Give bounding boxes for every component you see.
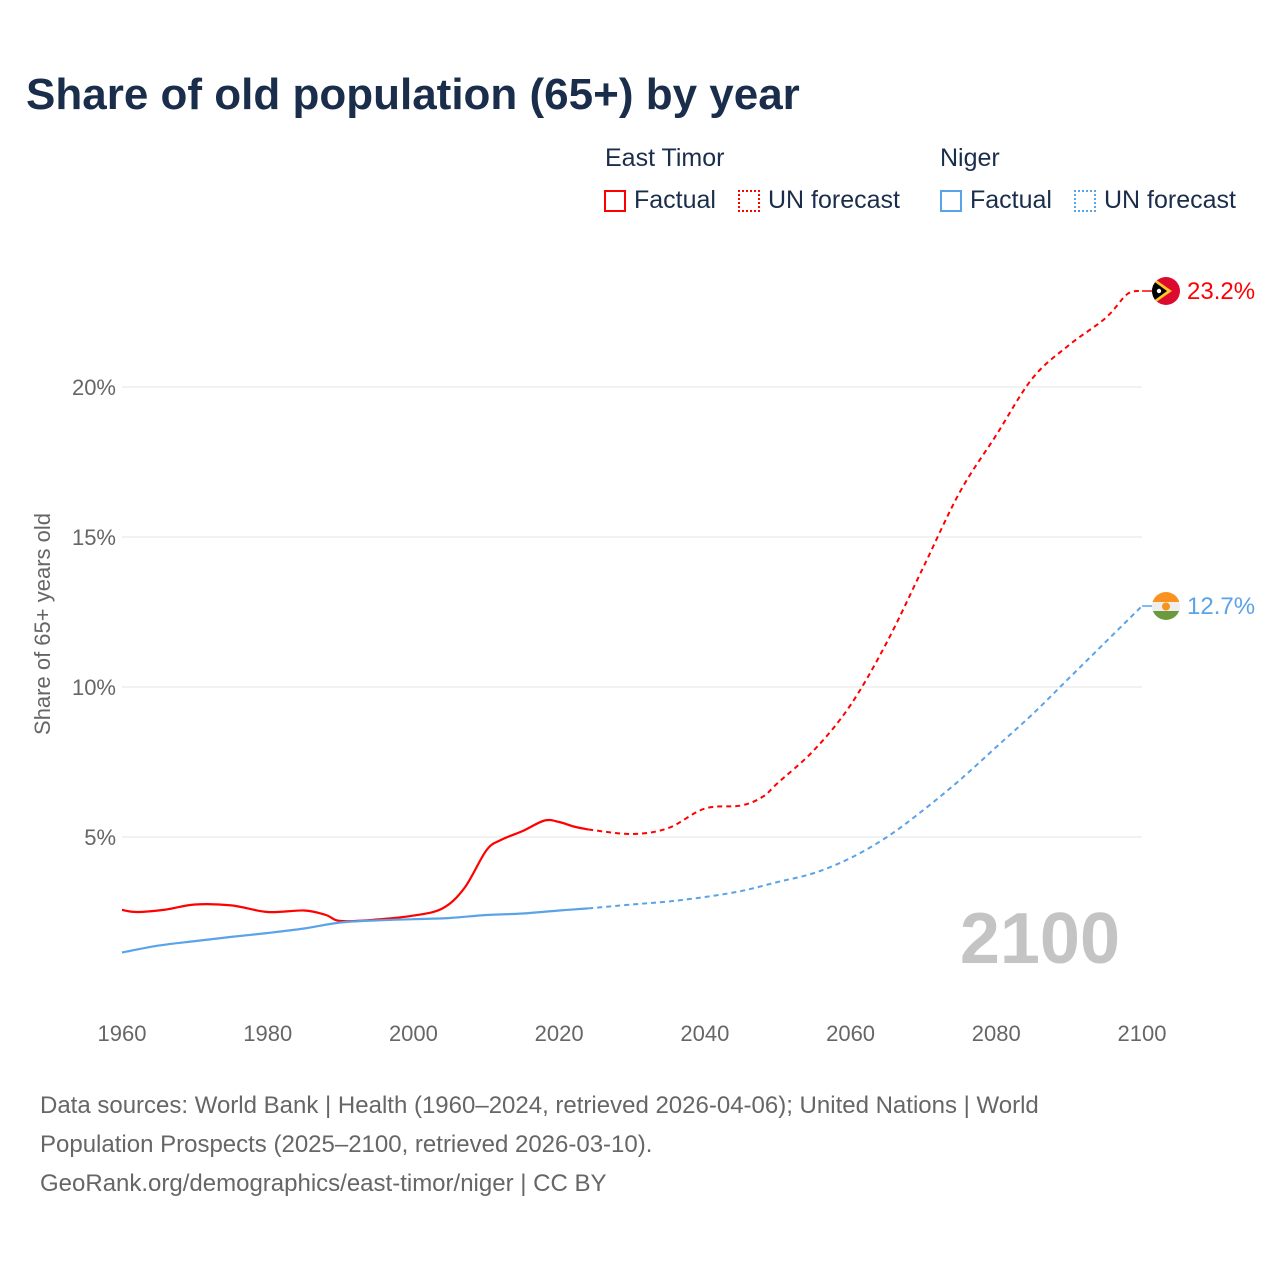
flag-stripe [1152,611,1180,620]
x-tick-label: 1960 [98,1021,147,1046]
legend-group-niger: Niger [940,144,1000,172]
x-tick-label: 2060 [826,1021,875,1046]
x-tick-label: 2080 [972,1021,1021,1046]
legend-label: UN forecast [1104,186,1236,214]
flag-star [1156,288,1162,294]
legend-swatch-dotted [1074,189,1096,212]
y-tick-label: 20% [72,375,116,400]
footer-line: Data sources: World Bank | Health (1960–… [40,1092,1039,1119]
y-axis-label: Share of 65+ years old [30,513,55,735]
legend-niger-factual[interactable]: Factual [940,186,1052,215]
x-tick-label: 2000 [389,1021,438,1046]
legend-east-timor-factual[interactable]: Factual [604,186,716,215]
footer-sources: Data sources: World Bank | Health (1960–… [40,1086,1160,1203]
line-niger-factual [121,907,589,954]
flag-sun [1162,602,1170,611]
line-east-timor-factual [121,818,589,923]
legend-label: UN forecast [768,186,900,214]
footer-link[interactable]: GeoRank.org/demographics/east-timor/nige… [40,1170,607,1197]
x-tick-label: 2020 [535,1021,584,1046]
legend-label: Factual [970,186,1052,214]
legend-swatch-solid [604,189,626,212]
end-value-label: 12.7% [1187,593,1255,620]
y-tick-label: 5% [84,825,116,850]
legend-group-east-timor: East Timor [605,144,725,172]
east-timor-flag-icon [1152,277,1180,305]
x-tick-label: 1980 [243,1021,292,1046]
legend-east-timor-forecast[interactable]: UN forecast [738,186,900,215]
footer-line: Population Prospects (2025–2100, retriev… [40,1131,653,1158]
y-tick-label: 15% [72,525,116,550]
legend-niger-forecast[interactable]: UN forecast [1074,186,1236,215]
chart-title: Share of old population (65+) by year [26,70,800,119]
legend-swatch-solid [940,189,962,212]
niger-flag-icon [1152,592,1180,620]
legend-label: Factual [634,186,716,214]
flag-stripe [1152,592,1180,602]
line-niger-forecast [588,605,1143,910]
legend-swatch-dotted [738,189,760,212]
flag-body [1152,592,1180,620]
year-watermark: 2100 [960,899,1120,979]
flag-body [1152,277,1180,305]
y-tick-label: 10% [72,675,116,700]
end-value-label: 23.2% [1187,278,1255,305]
line-east-timor-forecast [588,289,1143,836]
x-tick-label: 2040 [680,1021,729,1046]
x-tick-label: 2100 [1118,1021,1167,1046]
